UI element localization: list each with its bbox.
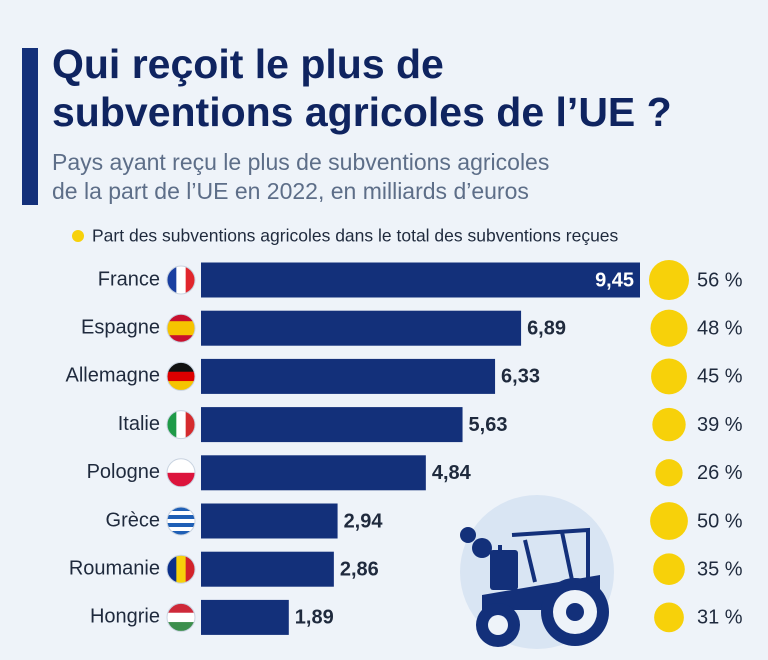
flag	[167, 314, 195, 343]
flag-stripe	[167, 458, 195, 474]
share-label: 56 %	[697, 269, 743, 291]
share-bubble	[651, 358, 687, 395]
chart-title: Qui reçoit le plus de	[52, 41, 444, 87]
flag-stripe	[167, 335, 195, 343]
share-label: 50 %	[697, 510, 743, 532]
bar	[201, 358, 496, 394]
share-bubble	[650, 502, 688, 540]
flag	[167, 410, 195, 439]
flag-outline	[166, 602, 196, 632]
accent-bar	[22, 48, 38, 205]
flag-stripe	[167, 612, 195, 623]
flag-outline	[166, 506, 196, 536]
flag-stripe	[167, 362, 195, 373]
flag-stripe	[185, 410, 195, 439]
share-bubble	[653, 553, 685, 586]
flag-stripe	[167, 511, 195, 516]
flag-outline	[166, 410, 196, 440]
bar	[201, 407, 463, 443]
value-label: 1,89	[295, 607, 334, 629]
flag-stripe	[167, 328, 195, 336]
flag	[167, 555, 195, 584]
share-label: 45 %	[697, 366, 743, 388]
value-label: 4,84	[432, 462, 472, 484]
chart-subtitle: de la part de l’UE en 2022, en milliards…	[52, 178, 529, 204]
category-label: Allemagne	[65, 365, 160, 387]
category-label: Roumanie	[69, 557, 160, 579]
flag	[167, 362, 195, 391]
category-label: France	[98, 268, 160, 290]
chart-subtitle: Pays ayant reçu le plus de subventions a…	[52, 149, 549, 175]
flag-outline	[166, 554, 196, 584]
share-label: 31 %	[697, 607, 743, 629]
value-label: 6,33	[501, 366, 540, 388]
flag-stripe	[167, 519, 195, 524]
tractor-illustration	[460, 495, 614, 649]
category-label: Espagne	[81, 316, 160, 338]
flag	[167, 458, 195, 487]
flag-outline	[166, 458, 196, 488]
bar	[201, 551, 334, 587]
share-bubble	[652, 407, 686, 442]
share-bubble	[655, 459, 683, 487]
bar	[201, 310, 522, 346]
flag-stripe	[167, 371, 195, 382]
bar	[201, 599, 289, 635]
flag-stripe	[167, 321, 195, 329]
flag-stripe	[167, 472, 195, 487]
value-label: 2,94	[344, 510, 384, 532]
share-bubble	[654, 602, 684, 633]
category-label: Italie	[118, 413, 160, 435]
flag-stripe	[176, 555, 187, 584]
chart-title: subventions agricoles de l’UE ?	[52, 89, 672, 135]
category-label: Pologne	[87, 461, 160, 483]
share-label: 39 %	[697, 414, 743, 436]
flag-stripe	[167, 523, 195, 528]
flag-stripe	[167, 266, 177, 294]
flag-outline	[166, 313, 196, 343]
legend-label: Part des subventions agricoles dans le t…	[92, 226, 619, 246]
flag-stripe	[176, 266, 187, 294]
share-label: 48 %	[697, 317, 743, 339]
flag-stripe	[167, 527, 195, 532]
flag-stripe	[167, 531, 195, 535]
flag-stripe	[167, 555, 177, 584]
share-bubble	[650, 309, 688, 347]
bar	[201, 262, 640, 298]
flag-stripe	[167, 314, 195, 322]
flag-stripe	[185, 555, 195, 584]
bar	[201, 455, 426, 491]
share-bubble	[649, 260, 689, 300]
flag-outline	[166, 361, 196, 391]
flag	[167, 266, 195, 294]
legend-marker	[72, 230, 84, 242]
share-label: 26 %	[697, 462, 743, 484]
bar	[201, 503, 338, 539]
category-label: Grèce	[106, 509, 160, 531]
flag-outline	[166, 265, 196, 295]
value-label: 2,86	[340, 558, 379, 580]
flag-stripe	[167, 507, 195, 512]
flag-stripe	[167, 622, 195, 632]
category-label: Hongrie	[90, 606, 160, 628]
flag-stripe	[176, 410, 187, 439]
share-label: 35 %	[697, 558, 743, 580]
value-label: 9,45	[595, 269, 634, 291]
flag	[167, 507, 195, 535]
flag-stripe	[167, 515, 195, 520]
value-label: 5,63	[469, 414, 508, 436]
flag-stripe	[185, 266, 195, 294]
flag-stripe	[167, 410, 177, 439]
flag-stripe	[167, 381, 195, 391]
flag	[167, 603, 195, 632]
value-label: 6,89	[527, 317, 566, 339]
flag-stripe	[167, 603, 195, 614]
